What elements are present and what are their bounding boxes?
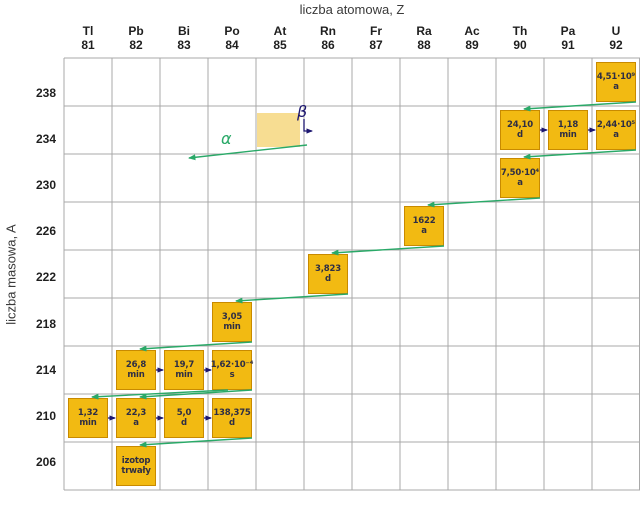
atomic-number: 81 — [81, 38, 95, 52]
nuclide-box-pb214: 26,8 min — [116, 350, 156, 390]
half-life-unit: d — [517, 130, 523, 140]
column-header-fr: Fr 87 — [352, 24, 400, 52]
column-header-tl: Tl 81 — [64, 24, 112, 52]
half-life-unit: d — [229, 418, 235, 428]
half-life-value: 3,823 — [315, 264, 341, 274]
mass-number-label-210: 210 — [35, 409, 56, 423]
half-life-unit: min — [79, 418, 97, 428]
atomic-number: 82 — [129, 38, 143, 52]
atomic-number: 87 — [369, 38, 383, 52]
half-life-value: 7,50·10⁴ — [500, 168, 540, 178]
half-life-unit: a — [613, 82, 619, 92]
half-life-unit: min — [127, 370, 145, 380]
element-symbol: Pb — [128, 24, 144, 38]
half-life-unit: d — [181, 418, 187, 428]
half-life-value: 19,7 — [173, 360, 195, 370]
element-symbol: U — [611, 24, 621, 38]
half-life-unit: min — [559, 130, 577, 140]
half-life-value: 138,375 — [213, 408, 251, 418]
element-symbol: Fr — [370, 24, 382, 38]
column-header-pb: Pb 82 — [112, 24, 160, 52]
atomic-number: 92 — [609, 38, 623, 52]
atomic-number: 89 — [465, 38, 479, 52]
half-life-unit: s — [229, 370, 235, 380]
half-life-unit: a — [517, 178, 523, 188]
atomic-number: 91 — [561, 38, 575, 52]
mass-number-label-214: 214 — [35, 363, 56, 377]
x-axis-title: liczba atomowa, Z — [299, 2, 405, 17]
nuclide-box-th230: 7,50·10⁴ a — [500, 158, 540, 198]
half-life-unit: trwały — [121, 466, 151, 476]
column-header-th: Th 90 — [496, 24, 544, 52]
nuclide-box-pa234: 1,18 min — [548, 110, 588, 150]
element-symbol: Bi — [178, 24, 190, 38]
mass-number-label-234: 234 — [35, 132, 56, 146]
element-symbol: Tl — [82, 24, 94, 38]
mass-number-label-230: 230 — [35, 178, 56, 192]
column-header-bi: Bi 83 — [160, 24, 208, 52]
column-header-u: U 92 — [592, 24, 640, 52]
column-header-ra: Ra 88 — [400, 24, 448, 52]
column-header-po: Po 84 — [208, 24, 256, 52]
atomic-number: 86 — [321, 38, 335, 52]
mass-number-label-222: 222 — [35, 270, 56, 284]
half-life-unit: min — [223, 322, 241, 332]
element-symbol: Pa — [560, 24, 576, 38]
element-symbol: Th — [512, 24, 528, 38]
element-symbol: Ac — [464, 24, 480, 38]
nuclide-box-po210: 138,375 d — [212, 398, 252, 438]
element-symbol: Po — [224, 24, 240, 38]
atomic-number: 83 — [177, 38, 191, 52]
nuclide-box-u234: 2,44·10⁵ a — [596, 110, 636, 150]
nuclide-box-rn222: 3,823 d — [308, 254, 348, 294]
nuclide-box-pb210: 22,3 a — [116, 398, 156, 438]
half-life-value: 1,32 — [77, 408, 99, 418]
nuclide-box-po218: 3,05 min — [212, 302, 252, 342]
mass-number-label-238: 238 — [35, 86, 56, 100]
half-life-value: 3,05 — [221, 312, 243, 322]
nuclide-box-pb206: izotop trwały — [116, 446, 156, 486]
mass-number-label-218: 218 — [35, 317, 56, 331]
nuclide-box-tl210: 1,32 min — [68, 398, 108, 438]
half-life-value: 2,44·10⁵ — [596, 120, 636, 130]
legend-example-box — [257, 113, 300, 147]
column-header-at: At 85 — [256, 24, 304, 52]
y-axis-title: liczba masowa, A — [3, 224, 19, 325]
half-life-value: 1,62·10⁻⁴ — [210, 360, 254, 370]
beta-symbol: β — [297, 102, 308, 121]
atomic-number: 84 — [225, 38, 239, 52]
half-life-value: 4,51·10⁹ — [596, 72, 636, 82]
half-life-unit: a — [421, 226, 427, 236]
mass-number-label-206: 206 — [35, 455, 56, 469]
half-life-unit: a — [613, 130, 619, 140]
half-life-value: 1,18 — [557, 120, 579, 130]
half-life-value: 22,3 — [125, 408, 147, 418]
atomic-number: 88 — [417, 38, 431, 52]
element-symbol: Ra — [416, 24, 432, 38]
half-life-unit: min — [175, 370, 193, 380]
column-header-ac: Ac 89 — [448, 24, 496, 52]
alpha-symbol: α — [221, 129, 232, 148]
nuclide-box-th234: 24,10 d — [500, 110, 540, 150]
half-life-unit: d — [325, 274, 331, 284]
half-life-value: izotop — [121, 456, 151, 466]
element-symbol: At — [273, 24, 287, 38]
half-life-value: 26,8 — [125, 360, 147, 370]
half-life-value: 1622 — [412, 216, 436, 226]
element-symbol: Rn — [320, 24, 336, 38]
nuclide-box-bi214: 19,7 min — [164, 350, 204, 390]
column-header-pa: Pa 91 — [544, 24, 592, 52]
nuclide-box-po214: 1,62·10⁻⁴ s — [210, 350, 254, 390]
half-life-unit: a — [133, 418, 139, 428]
half-life-value: 24,10 — [507, 120, 533, 130]
atomic-number: 85 — [273, 38, 287, 52]
mass-number-label-226: 226 — [35, 224, 56, 238]
nuclide-box-bi210: 5,0 d — [164, 398, 204, 438]
column-header-rn: Rn 86 — [304, 24, 352, 52]
atomic-number: 90 — [513, 38, 527, 52]
nuclide-box-ra226: 1622 a — [404, 206, 444, 246]
half-life-value: 5,0 — [176, 408, 192, 418]
nuclide-box-u238: 4,51·10⁹ a — [596, 62, 636, 102]
